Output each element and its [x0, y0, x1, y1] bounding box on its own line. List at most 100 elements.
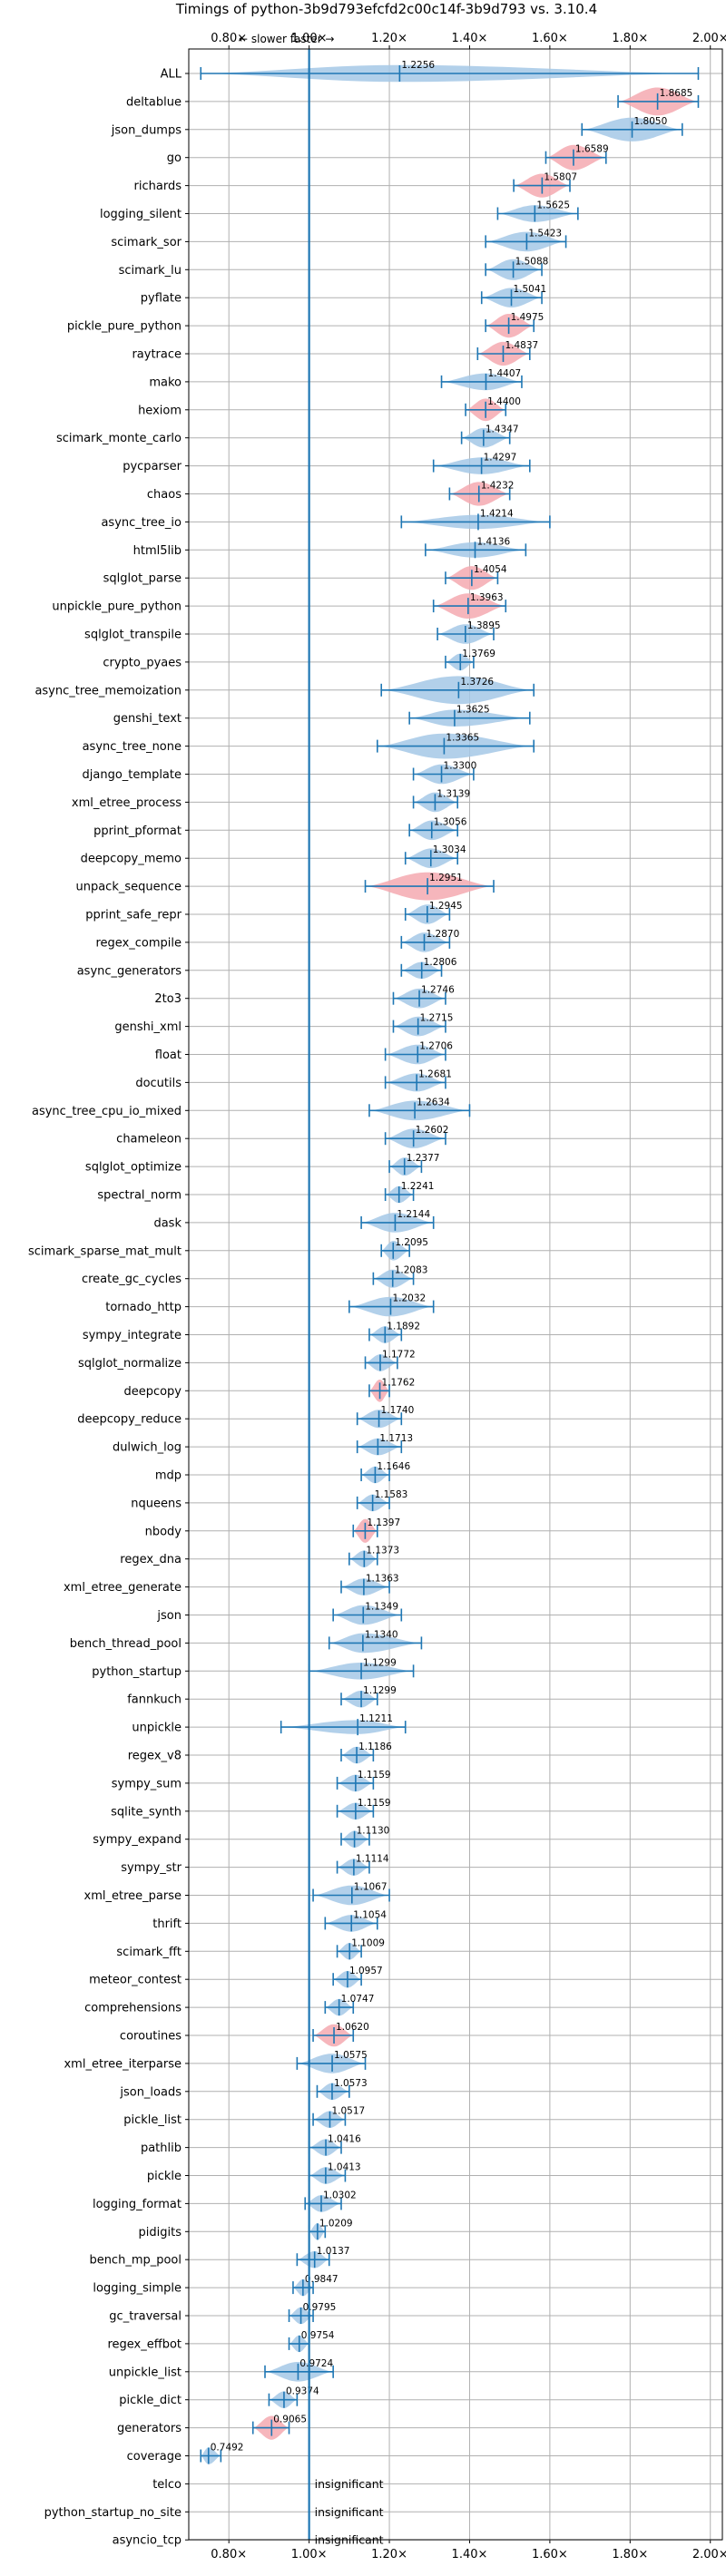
benchmark-label: async_generators: [77, 964, 182, 978]
value-label: 1.5807: [544, 172, 577, 183]
benchmark-label: python_startup: [92, 1665, 182, 1679]
value-label: 1.1130: [357, 1826, 390, 1837]
benchmark-label: pyflate: [141, 292, 182, 306]
value-label: 1.0747: [341, 1994, 375, 2005]
benchmark-label: ALL: [161, 68, 182, 82]
value-label: 1.4232: [481, 481, 515, 492]
benchmark-label: telco: [152, 2478, 182, 2492]
benchmark-label: create_gc_cycles: [82, 1273, 182, 1286]
value-label: 1.0137: [317, 2246, 350, 2257]
value-label: 1.1114: [356, 1854, 389, 1865]
value-label: 1.1397: [367, 1517, 400, 1528]
benchmark-label: docutils: [135, 1077, 182, 1090]
benchmark-label: scimark_sor: [111, 236, 182, 249]
x-tick-label-top: 2.00×: [692, 32, 726, 45]
value-label: 1.4975: [511, 312, 544, 323]
benchmark-label: thrift: [152, 1917, 182, 1931]
value-label: 1.4347: [486, 424, 519, 435]
benchmark-label: regex_effbot: [107, 2337, 182, 2351]
benchmark-label: mdp: [155, 1469, 182, 1483]
benchmark-label: float: [155, 1049, 182, 1062]
benchmark-label: deepcopy_reduce: [77, 1413, 182, 1427]
benchmark-label: chaos: [147, 488, 182, 502]
benchmark-label: pprint_pformat: [93, 825, 182, 838]
value-label: 1.4297: [484, 453, 517, 463]
plot-frame: [188, 48, 723, 2541]
benchmark-label: 2to3: [154, 992, 182, 1006]
benchmark-label: unpickle: [132, 1722, 182, 1735]
value-label: 1.2806: [424, 957, 457, 968]
value-label: 1.3769: [462, 649, 495, 659]
value-label: 1.3895: [467, 620, 501, 631]
value-label: 0.9374: [286, 2386, 319, 2397]
benchmark-label: dulwich_log: [113, 1441, 182, 1455]
benchmark-label: sympy_sum: [112, 1777, 182, 1791]
benchmark-label: deepcopy: [123, 1385, 182, 1399]
value-label: 1.8685: [660, 88, 693, 99]
value-label: 1.1159: [358, 1770, 391, 1781]
value-label: 1.2715: [420, 1013, 454, 1024]
benchmark-label: logging_format: [93, 2198, 182, 2211]
benchmark-label: xml_etree_iterparse: [64, 2057, 182, 2071]
value-label: 1.3365: [446, 733, 479, 744]
benchmark-label: genshi_text: [113, 712, 182, 726]
x-tick-label-top: 1.00×: [291, 32, 328, 45]
benchmark-label: pickle: [147, 2170, 182, 2183]
benchmark-label: sympy_expand: [93, 1833, 182, 1847]
value-label: 1.2602: [416, 1125, 449, 1136]
value-label: 1.2032: [392, 1293, 426, 1304]
value-label: 1.2746: [421, 985, 455, 996]
benchmark-label: unpack_sequence: [75, 881, 182, 894]
benchmark-label: pprint_safe_repr: [85, 909, 182, 922]
benchmark-label: deltablue: [126, 95, 182, 109]
value-label: 1.2945: [429, 901, 463, 912]
benchmark-label: genshi_xml: [114, 1020, 182, 1034]
x-tick-label-bottom: 1.40×: [452, 2548, 488, 2561]
value-label: 1.8050: [634, 116, 668, 127]
benchmark-label: scimark_monte_carlo: [56, 432, 182, 445]
value-label: 1.1067: [354, 1882, 388, 1893]
value-label: 1.2870: [427, 929, 460, 940]
value-label: 1.1299: [363, 1657, 397, 1668]
value-label: 1.4837: [505, 340, 538, 351]
benchmark-label: django_template: [83, 768, 182, 782]
value-label: 1.1892: [387, 1322, 420, 1332]
benchmark-label: async_tree_memoization: [34, 684, 182, 698]
benchmark-label: generators: [117, 2422, 182, 2435]
benchmark-label: xml_etree_process: [72, 796, 182, 810]
value-label: 1.1583: [375, 1489, 408, 1500]
value-label: 1.0575: [334, 2050, 368, 2061]
benchmark-label: html5lib: [133, 544, 182, 558]
value-label: 1.5625: [536, 200, 570, 211]
benchmark-label: tornado_http: [105, 1301, 182, 1314]
benchmark-label: pickle_pure_python: [67, 320, 182, 334]
benchmark-label: sqlglot_parse: [103, 572, 182, 586]
x-tick-label-top: 0.80×: [211, 32, 247, 45]
value-label: 1.6589: [575, 144, 609, 155]
value-label: 0.9724: [299, 2358, 333, 2369]
benchmark-label: nqueens: [131, 1497, 182, 1510]
benchmark-label: scimark_fft: [116, 1946, 182, 1959]
benchmark-label: pidigits: [139, 2226, 182, 2239]
benchmark-label: raytrace: [132, 348, 182, 362]
benchmark-label: xml_etree_generate: [64, 1581, 182, 1595]
value-label: 1.1373: [366, 1546, 399, 1556]
x-tick-label-bottom: 0.80×: [211, 2548, 247, 2561]
x-tick-label-top: 1.80×: [612, 32, 648, 45]
benchmark-label: scimark_lu: [119, 264, 182, 278]
benchmark-label: dask: [153, 1216, 182, 1230]
value-label: 1.0413: [328, 2162, 361, 2173]
value-label: 1.2377: [407, 1153, 440, 1164]
benchmark-label: pickle_list: [123, 2113, 182, 2127]
value-label: 1.1349: [365, 1602, 398, 1613]
benchmark-label: sqlglot_transpile: [84, 629, 182, 642]
value-label: 1.1740: [381, 1405, 415, 1416]
value-label: 1.1363: [366, 1574, 399, 1585]
x-tick-label-top: 1.20×: [371, 32, 407, 45]
benchmark-label: regex_dna: [120, 1553, 182, 1566]
value-label: 1.4407: [487, 368, 521, 379]
benchmark-label: pycparser: [123, 460, 182, 473]
value-label: 1.0302: [323, 2190, 357, 2200]
benchmark-label: regex_compile: [95, 936, 182, 950]
benchmark-label: deepcopy_memo: [81, 853, 182, 866]
